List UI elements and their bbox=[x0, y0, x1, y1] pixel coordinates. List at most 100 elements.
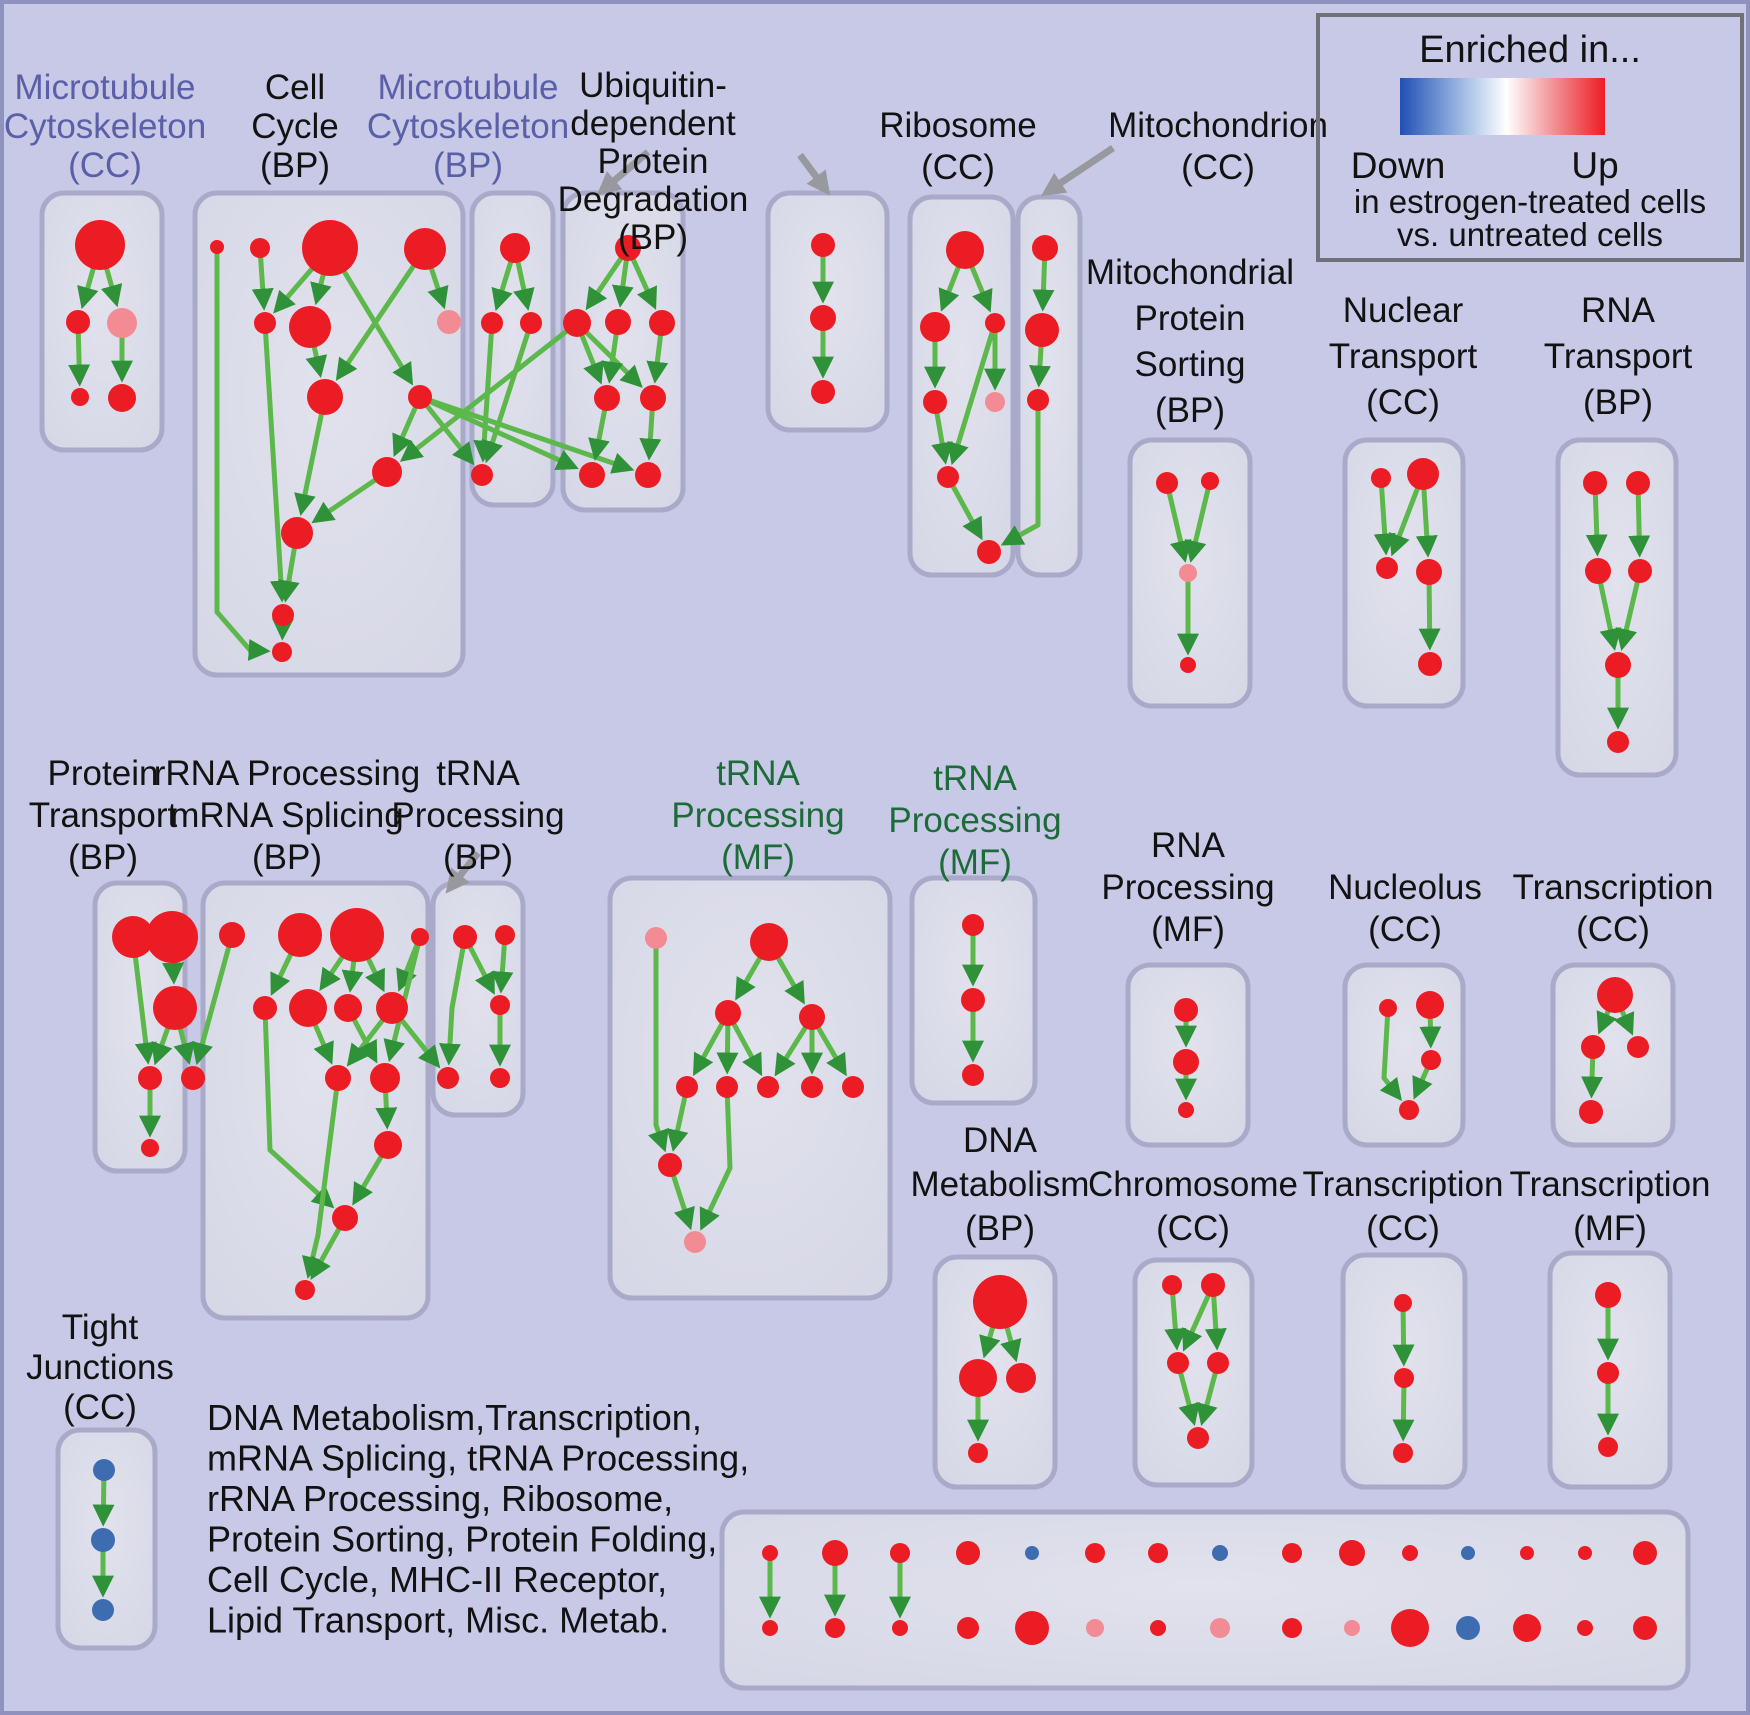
cluster-label-tight-junctions: Tight bbox=[62, 1308, 139, 1347]
edge-arrow-rre-rrl bbox=[262, 1007, 335, 1209]
edge-arrow-rb3-rb6 bbox=[947, 322, 998, 466]
go-term-node-nc1 bbox=[1379, 999, 1397, 1017]
cluster-label-rna-processing-mf: Processing bbox=[1101, 868, 1274, 907]
cluster-label-transcription-cc-mid: Transcription bbox=[1513, 868, 1714, 907]
go-term-node-ms4 bbox=[1180, 657, 1196, 673]
cluster-label-protein-transport: (BP) bbox=[68, 838, 138, 877]
mixed-cluster-annotation: rRNA Processing, Ribosome, bbox=[207, 1478, 673, 1519]
cluster-label-trna-processing-mf-1: Processing bbox=[671, 796, 844, 835]
go-term-node-rrl bbox=[332, 1205, 358, 1231]
go-term-node-tj1 bbox=[93, 1459, 115, 1481]
mixed-cluster-annotation: Lipid Transport, Misc. Metab. bbox=[207, 1600, 669, 1641]
cluster-label-ribosome: Ribosome bbox=[879, 106, 1037, 145]
cluster-label-microtubule-cc: (CC) bbox=[68, 146, 142, 185]
cluster-label-rrna-processing-mrna-splicing: rRNA Processing bbox=[154, 754, 420, 793]
go-term-node-tf2 bbox=[1597, 1362, 1619, 1384]
go-term-node-cck bbox=[281, 517, 313, 549]
go-term-node-tc1 bbox=[1597, 977, 1633, 1013]
go-term-node-ms1 bbox=[1156, 472, 1178, 494]
go-term-node-mt3 bbox=[1027, 389, 1049, 411]
go-term-node-rt6 bbox=[1607, 731, 1629, 753]
edge-arrow-nc1-nc4 bbox=[1379, 1007, 1402, 1102]
cluster-label-mito-protein-sorting: Mitochondrial bbox=[1086, 253, 1294, 292]
go-term-node-rrf bbox=[289, 989, 327, 1027]
go-term-node-pt1 bbox=[112, 916, 154, 958]
go-term-node-bb3 bbox=[892, 1620, 908, 1636]
edge-arrow-tx1-tx2 bbox=[1392, 1302, 1415, 1367]
legend-subtitle: in estrogen-treated cells bbox=[1354, 183, 1706, 220]
go-term-node-tb2 bbox=[495, 925, 515, 945]
cluster-label-microtubule-cc: Cytoskeleton bbox=[4, 107, 206, 146]
go-term-node-bt13 bbox=[1520, 1546, 1534, 1560]
cluster-label-ubiquitin-degradation: Degradation bbox=[558, 180, 749, 219]
edge-arrow-tma-tm6 bbox=[647, 938, 669, 1153]
go-term-node-rb3 bbox=[985, 313, 1005, 333]
go-term-node-bb10 bbox=[1344, 1620, 1360, 1636]
go-term-node-bb13 bbox=[1513, 1614, 1541, 1642]
go-term-node-rrb bbox=[278, 913, 322, 957]
go-term-node-ccf bbox=[289, 306, 331, 348]
go-term-node-ccb bbox=[250, 238, 270, 258]
go-term-node-tm6 bbox=[658, 1153, 682, 1177]
go-term-node-dm3 bbox=[1006, 1363, 1036, 1393]
legend-title: Enriched in... bbox=[1419, 29, 1641, 71]
mixed-cluster-annotation: Cell Cycle, MHC-II Receptor, bbox=[207, 1559, 667, 1600]
cluster-label-nucleolus: (CC) bbox=[1368, 910, 1442, 949]
go-term-node-cch bbox=[307, 379, 343, 415]
go-term-node-tm7 bbox=[684, 1231, 706, 1253]
cluster-label-microtubule-bp: Microtubule bbox=[378, 68, 559, 107]
go-term-node-bb12 bbox=[1456, 1616, 1480, 1640]
go-term-node-rrc bbox=[330, 908, 384, 962]
go-term-node-ub3 bbox=[605, 309, 631, 335]
go-term-node-bt4 bbox=[956, 1541, 980, 1565]
edge-arrow-cch-cck bbox=[294, 396, 328, 516]
go-term-node-rb5 bbox=[985, 392, 1005, 412]
go-term-node-bb7 bbox=[1150, 1620, 1166, 1636]
go-term-node-tb3 bbox=[490, 995, 510, 1015]
go-term-node-bt12 bbox=[1461, 1546, 1475, 1560]
go-term-node-ccj bbox=[372, 457, 402, 487]
edge-arrow-mb2-mb4 bbox=[473, 322, 496, 463]
cluster-label-rrna-processing-mrna-splicing: (BP) bbox=[252, 838, 322, 877]
go-term-node-tb1 bbox=[453, 925, 477, 949]
cluster-label-rrna-processing-mrna-splicing: mRNA Splicing bbox=[170, 796, 403, 835]
go-term-node-bt15 bbox=[1633, 1541, 1657, 1565]
go-term-node-rb7 bbox=[977, 540, 1001, 564]
go-term-node-ch4 bbox=[1207, 1352, 1229, 1374]
go-term-node-ub2 bbox=[563, 309, 591, 337]
cluster-label-ubiquitin-degradation: (BP) bbox=[618, 218, 688, 257]
cluster-label-trna-processing-bp: (BP) bbox=[443, 838, 513, 877]
go-term-node-ccm bbox=[272, 642, 292, 662]
cluster-box-rna-transport bbox=[1555, 437, 1679, 778]
go-term-node-bt5 bbox=[1025, 1546, 1039, 1560]
go-term-node-rb1 bbox=[946, 231, 984, 269]
cluster-label-rna-transport: (BP) bbox=[1583, 383, 1653, 422]
go-term-node-rrh bbox=[376, 992, 408, 1024]
cluster-label-rna-transport: RNA bbox=[1581, 291, 1656, 330]
go-term-node-dm1 bbox=[973, 1275, 1027, 1329]
go-term-node-tc4 bbox=[1579, 1100, 1603, 1124]
go-term-node-rb6 bbox=[937, 466, 959, 488]
edge-arrow-ub2-ccj bbox=[399, 321, 579, 462]
go-term-node-rm1 bbox=[1174, 998, 1198, 1022]
go-term-node-v3 bbox=[811, 380, 835, 404]
go-term-node-bt6 bbox=[1085, 1543, 1105, 1563]
edge-arrow-nt1-nt3 bbox=[1373, 477, 1396, 556]
edge-arrow-cca-ccm bbox=[214, 247, 271, 661]
go-term-node-cce bbox=[254, 312, 276, 334]
go-term-node-mc2 bbox=[66, 310, 90, 334]
go-term-node-mb2 bbox=[481, 312, 503, 334]
go-term-node-tm2 bbox=[716, 1076, 738, 1098]
cluster-box-transcription-cc-mid bbox=[1550, 962, 1676, 1148]
go-term-node-bt14 bbox=[1578, 1546, 1592, 1560]
go-term-node-mb3 bbox=[520, 312, 542, 334]
go-term-node-bb11 bbox=[1391, 1609, 1429, 1647]
edge-arrow-ms2-ms3 bbox=[1184, 480, 1213, 563]
cluster-label-mito-protein-sorting: (BP) bbox=[1155, 391, 1225, 430]
cluster-label-dna-metabolism: DNA bbox=[963, 1121, 1038, 1160]
go-term-node-ch1 bbox=[1162, 1275, 1182, 1295]
label-pointer-arrow-2 bbox=[797, 152, 831, 196]
